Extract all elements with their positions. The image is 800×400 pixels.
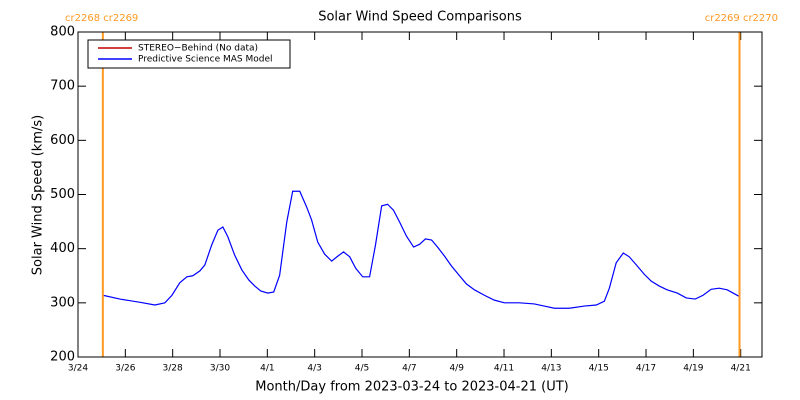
legend-label: Predictive Science MAS Model <box>138 55 273 65</box>
x-tick-label: 4/9 <box>449 364 464 374</box>
x-tick-label: 3/30 <box>210 364 230 374</box>
x-tick-label: 3/24 <box>68 364 88 374</box>
plot-frame <box>77 31 763 358</box>
y-tick-label: 600 <box>50 133 75 148</box>
x-axis-label: Month/Day from 2023-03-24 to 2023-04-21 … <box>255 380 568 395</box>
chart-title: Solar Wind Speed Comparisons <box>318 10 522 25</box>
x-tick-label: 4/5 <box>355 364 369 374</box>
x-tick-label: 4/3 <box>307 364 321 374</box>
x-tick-label: 4/13 <box>541 364 561 374</box>
x-tick-label: 4/15 <box>589 364 609 374</box>
y-tick-label: 800 <box>50 25 75 40</box>
x-tick-label: 3/26 <box>115 364 135 374</box>
y-tick-label: 300 <box>50 295 75 310</box>
carrington-label: cr2269 cr2270 <box>705 13 778 24</box>
y-tick-label: 700 <box>50 79 75 94</box>
y-tick-label: 500 <box>50 187 75 202</box>
legend-box <box>87 39 291 69</box>
x-tick-label: 4/1 <box>260 364 274 374</box>
series-line <box>102 190 740 309</box>
carrington-label: cr2268 cr2269 <box>65 13 138 24</box>
y-tick-label: 200 <box>50 350 75 365</box>
x-tick-label: 4/11 <box>494 364 514 374</box>
y-axis-label: Solar Wind Speed (km/s) <box>31 115 46 275</box>
legend-label: STEREO−Behind (No data) <box>138 44 258 54</box>
x-tick-label: 4/7 <box>402 364 416 374</box>
x-tick-label: 4/19 <box>683 364 703 374</box>
x-tick-label: 4/21 <box>731 364 751 374</box>
x-tick-label: 3/28 <box>163 364 183 374</box>
y-tick-label: 400 <box>50 241 75 256</box>
x-tick-label: 4/17 <box>636 364 656 374</box>
